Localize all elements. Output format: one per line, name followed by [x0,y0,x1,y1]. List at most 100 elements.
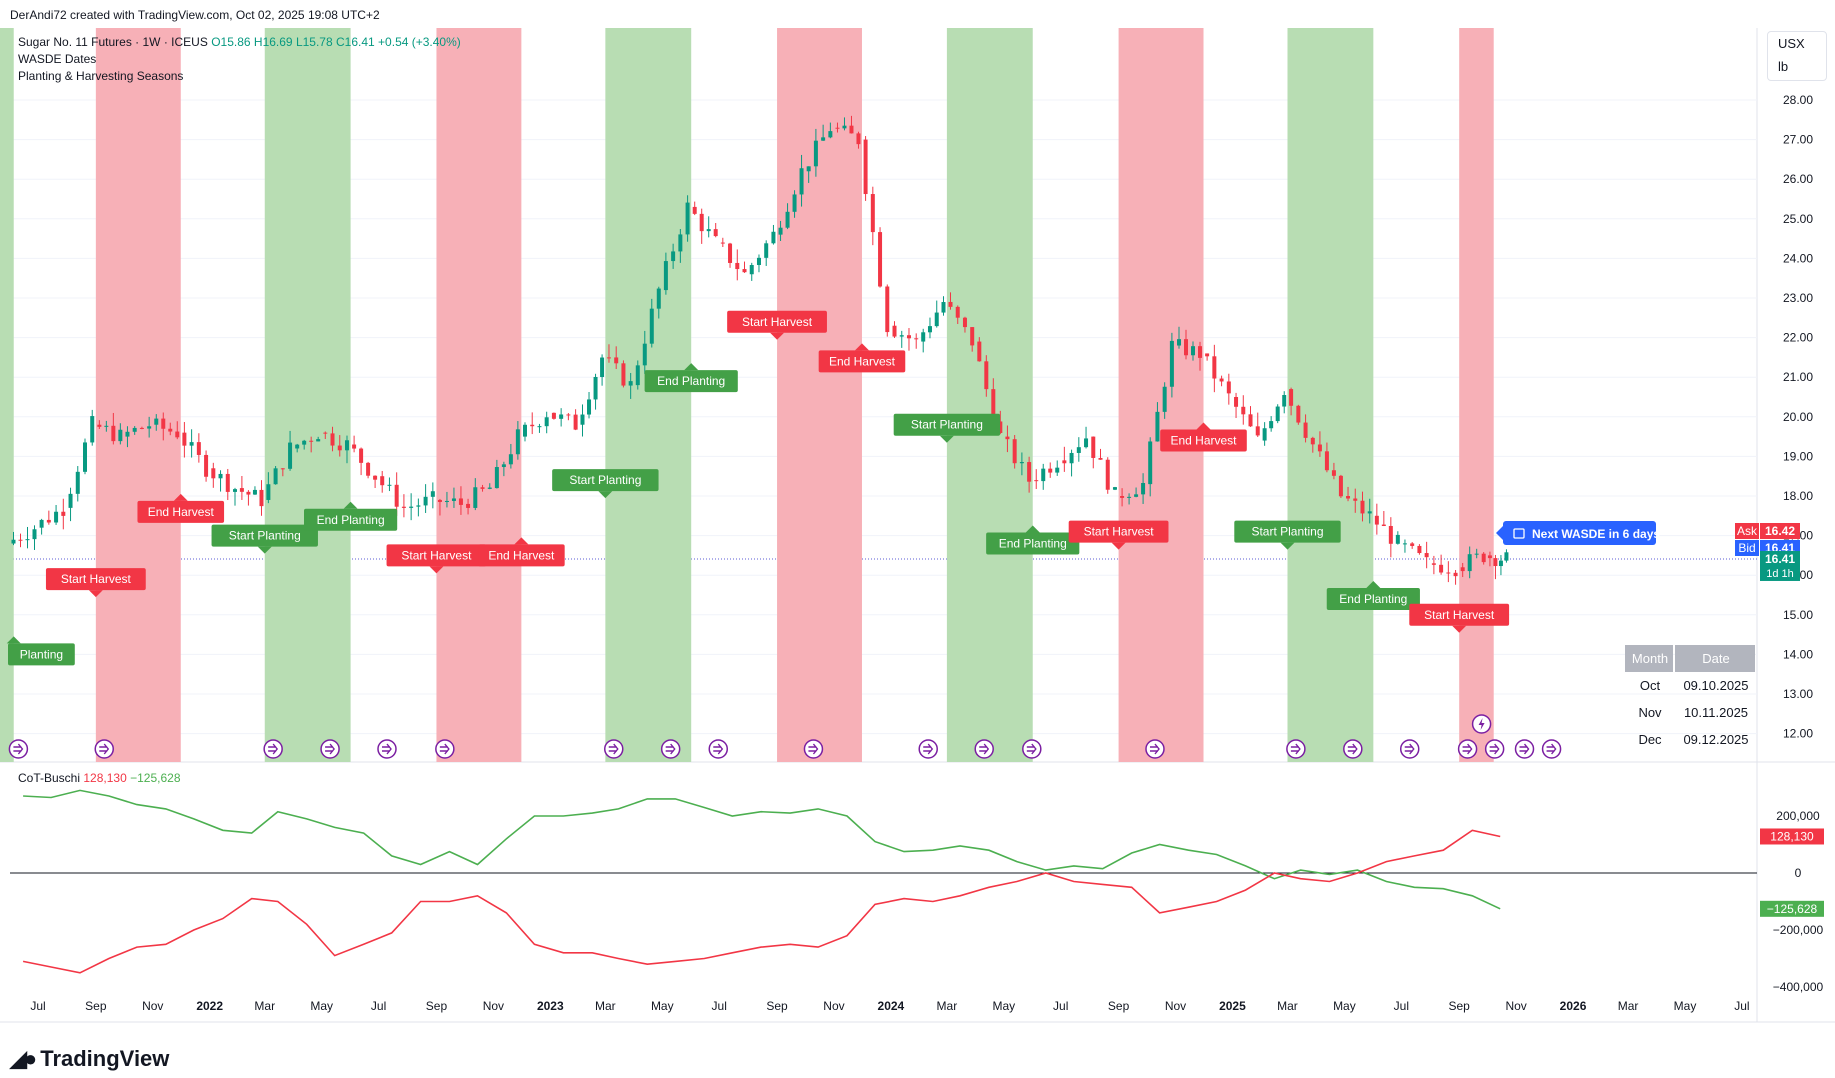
wasde-arrow-icon[interactable] [708,739,729,759]
candle-body [713,229,718,237]
symbol-name[interactable]: Sugar No. 11 Futures · 1W · ICEUS [18,35,208,49]
wasde-arrow-icon[interactable] [1399,739,1420,759]
bar-countdown: 1d 1h [1766,568,1794,580]
wasde-circle [377,739,397,759]
candle-body [735,262,740,270]
symbol-line[interactable]: Sugar No. 11 Futures · 1W · ICEUS O15.86… [18,35,461,49]
wasde-circle [604,739,624,759]
candle-body [551,412,556,419]
wasde-arrow-icon[interactable] [1022,739,1042,759]
wasde-arrow-icon[interactable] [1484,739,1505,759]
wasde-arrow-icon[interactable] [8,739,29,759]
season-label[interactable]: Start Planting [552,469,659,499]
season-label[interactable]: End Planting [644,363,738,393]
wasde-arrow-icon[interactable] [1145,739,1165,759]
candle-body [537,426,542,428]
candle-body [444,500,449,503]
season-label[interactable]: Planting [6,636,75,666]
season-label[interactable]: End Planting [986,525,1080,555]
label-text: Start Harvest [1424,608,1495,622]
price-tick-label: 24.00 [1783,251,1813,265]
season-label[interactable]: End Planting [304,501,398,531]
wasde-circle [1022,739,1042,759]
candle-body [90,416,95,443]
season-label[interactable]: End Harvest [1160,422,1247,452]
wasde-arrow-icon[interactable] [604,739,624,759]
wasde-arrow-icon[interactable] [435,739,455,759]
wasde-arrow-icon[interactable] [1343,739,1363,759]
wasde-arrow-icon[interactable] [320,739,340,759]
wasde-circle [320,739,340,759]
season-bands [0,28,1494,762]
candle-body [656,288,661,309]
next-wasde-label[interactable]: Next WASDE in 6 days [1496,521,1660,545]
season-label[interactable]: Start Harvest [386,544,487,574]
season-label[interactable]: Start Planting [211,524,318,554]
cot-title[interactable]: CoT-Buschi [18,771,81,785]
wasde-arrow-icon[interactable] [1514,739,1535,759]
wasde-arrow-icon[interactable] [918,739,938,759]
wasde-circle [1145,739,1165,759]
season-label[interactable]: Start Harvest [1068,520,1169,550]
candle-body [600,357,605,377]
bid-tag-label: Bid [1738,541,1755,555]
ask-tag-label-bg [1735,523,1759,539]
wasde-arrow [1149,743,1160,755]
candle-body [1184,339,1189,356]
season-label[interactable]: Start Harvest [1409,603,1510,633]
cot-legend[interactable]: CoT-Buschi 128,130 −125,628 [18,771,181,785]
time-tick-label: Nov [1165,999,1186,1013]
candle-body [580,414,585,425]
wasde-arrow-icon[interactable] [803,739,824,759]
candle-body [1324,451,1329,471]
unit-weight[interactable]: lb [1778,59,1789,74]
candle-body [785,211,790,228]
candle-body [380,476,385,486]
candle-body [344,440,349,451]
wasde-circle [1286,739,1306,759]
indicator-seasons[interactable]: Planting & Harvesting Seasons [18,69,184,83]
wasde-arrow-icon[interactable] [1457,739,1478,759]
candle-body [1498,560,1503,567]
candle-body [259,489,264,507]
cot-panel [10,789,1757,974]
indicator-wasde[interactable]: WASDE Dates [18,52,97,66]
candle-body [1127,496,1132,498]
wasde-arrow-icon[interactable] [1286,739,1306,759]
time-tick-label: Sep [1108,999,1130,1013]
ohlc-open: O15.86 [211,35,251,49]
unit-selector[interactable]: USX lb [1767,31,1827,81]
wasde-arrow-icon[interactable] [974,739,994,759]
candle-body [309,440,314,442]
label-pointer [1111,542,1126,550]
lightning-icon[interactable] [1471,714,1492,734]
unit-currency[interactable]: USX [1778,36,1805,51]
wasde-arrow-icon[interactable] [1541,739,1562,759]
season-label[interactable]: Start Planting [1234,520,1341,550]
candle-body [671,251,676,262]
label-text: End Harvest [488,548,555,562]
wasde-arrow-icon[interactable] [263,739,283,759]
candle-body [977,341,982,362]
candle-body [168,428,173,432]
next-wasde-text: Next WASDE in 6 days [1532,527,1660,541]
season-label[interactable]: Start Harvest [45,568,146,598]
wasde-arrow-icon[interactable] [377,739,397,759]
candle-body [252,489,257,495]
season-label[interactable]: Start Harvest [727,310,827,340]
wasde-arrow-icon[interactable] [660,739,681,759]
label-text: End Harvest [1170,434,1237,448]
candle-body [1019,462,1024,464]
season-label[interactable]: End Harvest [478,537,565,567]
season-label[interactable]: Start Planting [893,413,1001,443]
wasde-table: Month Date Oct 09.10.2025 Nov 10.11.2025 Dec 09… [1625,645,1755,747]
tradingview-logo[interactable]: ◢● TradingView [10,1046,169,1072]
wasde-arrow-icon[interactable] [94,739,114,759]
season-label[interactable]: End Planting [1326,580,1420,610]
label-pointer [88,590,103,598]
candle-body [1338,475,1343,497]
season-label[interactable]: End Harvest [818,343,906,373]
label-text: End Planting [1339,592,1407,606]
season-label[interactable]: End Harvest [137,493,225,523]
